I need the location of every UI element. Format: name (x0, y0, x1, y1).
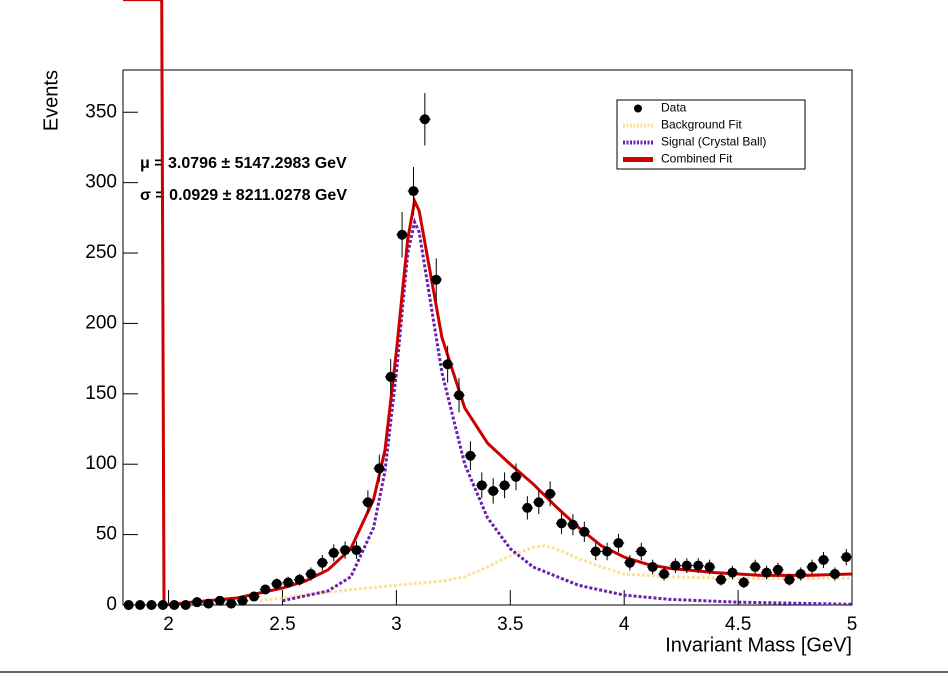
data-point (442, 359, 453, 370)
data-point (738, 577, 749, 588)
x-tick-label: 4.5 (725, 614, 751, 635)
data-point (237, 595, 248, 606)
x-tick-label: 3 (391, 614, 402, 635)
data-point (419, 114, 430, 125)
plot-frame (122, 69, 853, 606)
data-point (294, 574, 305, 585)
data-point (613, 538, 624, 549)
y-tick-label: 350 (85, 101, 117, 122)
data-point (340, 545, 351, 556)
data-point (681, 560, 692, 571)
data-point (522, 502, 533, 513)
legend-label: Data (661, 101, 687, 115)
data-point (226, 598, 237, 609)
y-tick-label: 100 (85, 453, 117, 474)
data-point (214, 595, 225, 606)
data-point (579, 526, 590, 537)
data-point (510, 471, 521, 482)
data-point (203, 598, 214, 609)
data-point (761, 567, 772, 578)
data-point (545, 488, 556, 499)
y-tick-label: 0 (106, 594, 117, 615)
x-tick-label: 3.5 (497, 614, 523, 635)
x-tick-label: 2 (163, 614, 174, 635)
y-tick-label: 250 (85, 242, 117, 263)
data-point (670, 560, 681, 571)
fit-curve (259, 544, 852, 603)
data-point (317, 557, 328, 568)
x-tick-label: 4 (619, 614, 630, 635)
data-point (180, 600, 191, 610)
data-point (602, 546, 613, 557)
data-point (248, 591, 259, 602)
data-point (556, 518, 567, 529)
data-point (397, 229, 408, 240)
data-point (727, 567, 738, 578)
x-tick-label: 5 (847, 614, 858, 635)
data-point (784, 574, 795, 585)
data-point (454, 390, 465, 401)
data-point (385, 371, 396, 382)
y-tick-label: 150 (85, 383, 117, 404)
data-point (408, 186, 419, 197)
data-point (283, 577, 294, 588)
data-point (693, 560, 704, 571)
data-point (305, 569, 316, 580)
data-point (260, 584, 271, 595)
data-point (192, 597, 203, 608)
data-point (465, 450, 476, 461)
data-point (476, 480, 487, 491)
data-point (590, 546, 601, 557)
data-point (829, 569, 840, 580)
data-point (499, 480, 510, 491)
data-point (146, 600, 157, 610)
data-point (704, 561, 715, 572)
data-point (328, 547, 339, 558)
data-point (636, 546, 647, 557)
data-point (716, 574, 727, 585)
data-point (647, 561, 658, 572)
data-point (488, 485, 499, 496)
data-point (351, 545, 362, 556)
legend-label: Combined Fit (661, 152, 733, 166)
data-point (533, 497, 544, 508)
data-point (169, 600, 180, 610)
x-axis-label: Invariant Mass [GeV] (665, 634, 852, 656)
data-point (659, 569, 670, 580)
data-point (362, 497, 373, 508)
fit-curve (282, 217, 853, 606)
data-point (123, 600, 134, 610)
data-point (795, 569, 806, 580)
data-point (374, 463, 385, 474)
data-point (818, 554, 829, 565)
legend-label: Signal (Crystal Ball) (661, 135, 766, 149)
data-point (135, 600, 146, 610)
legend-label: Background Fit (661, 118, 742, 132)
data-point (807, 561, 818, 572)
data-point (567, 519, 578, 530)
data-point (750, 561, 761, 572)
y-tick-label: 50 (96, 524, 117, 545)
data-point (772, 564, 783, 575)
y-tick-label: 300 (85, 172, 117, 193)
legend-marker (634, 104, 642, 113)
fit-curve (123, 0, 853, 607)
data-point (431, 274, 442, 285)
x-tick-label: 2.5 (269, 614, 295, 635)
data-point (271, 578, 282, 589)
data-point (841, 552, 852, 563)
y-tick-label: 200 (85, 312, 117, 333)
annotation: σ = 0.0929 ± 8211.0278 GeV (140, 187, 347, 204)
y-axis-label: Events (40, 70, 62, 131)
data-point (624, 557, 635, 568)
data-point (157, 600, 168, 610)
annotation: μ = 3.0796 ± 5147.2983 GeV (140, 155, 347, 172)
